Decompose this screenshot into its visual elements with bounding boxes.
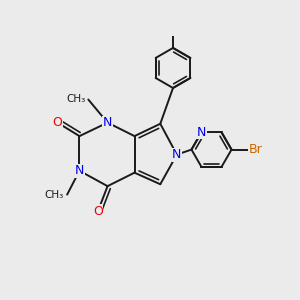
Text: N: N: [172, 148, 182, 161]
Text: N: N: [197, 126, 206, 139]
Text: N: N: [75, 164, 84, 177]
Text: CH₃: CH₃: [66, 94, 85, 104]
Text: Br: Br: [248, 143, 262, 156]
Text: N: N: [103, 116, 112, 129]
Text: CH₃: CH₃: [45, 190, 64, 200]
Text: O: O: [52, 116, 62, 129]
Text: O: O: [93, 205, 103, 218]
